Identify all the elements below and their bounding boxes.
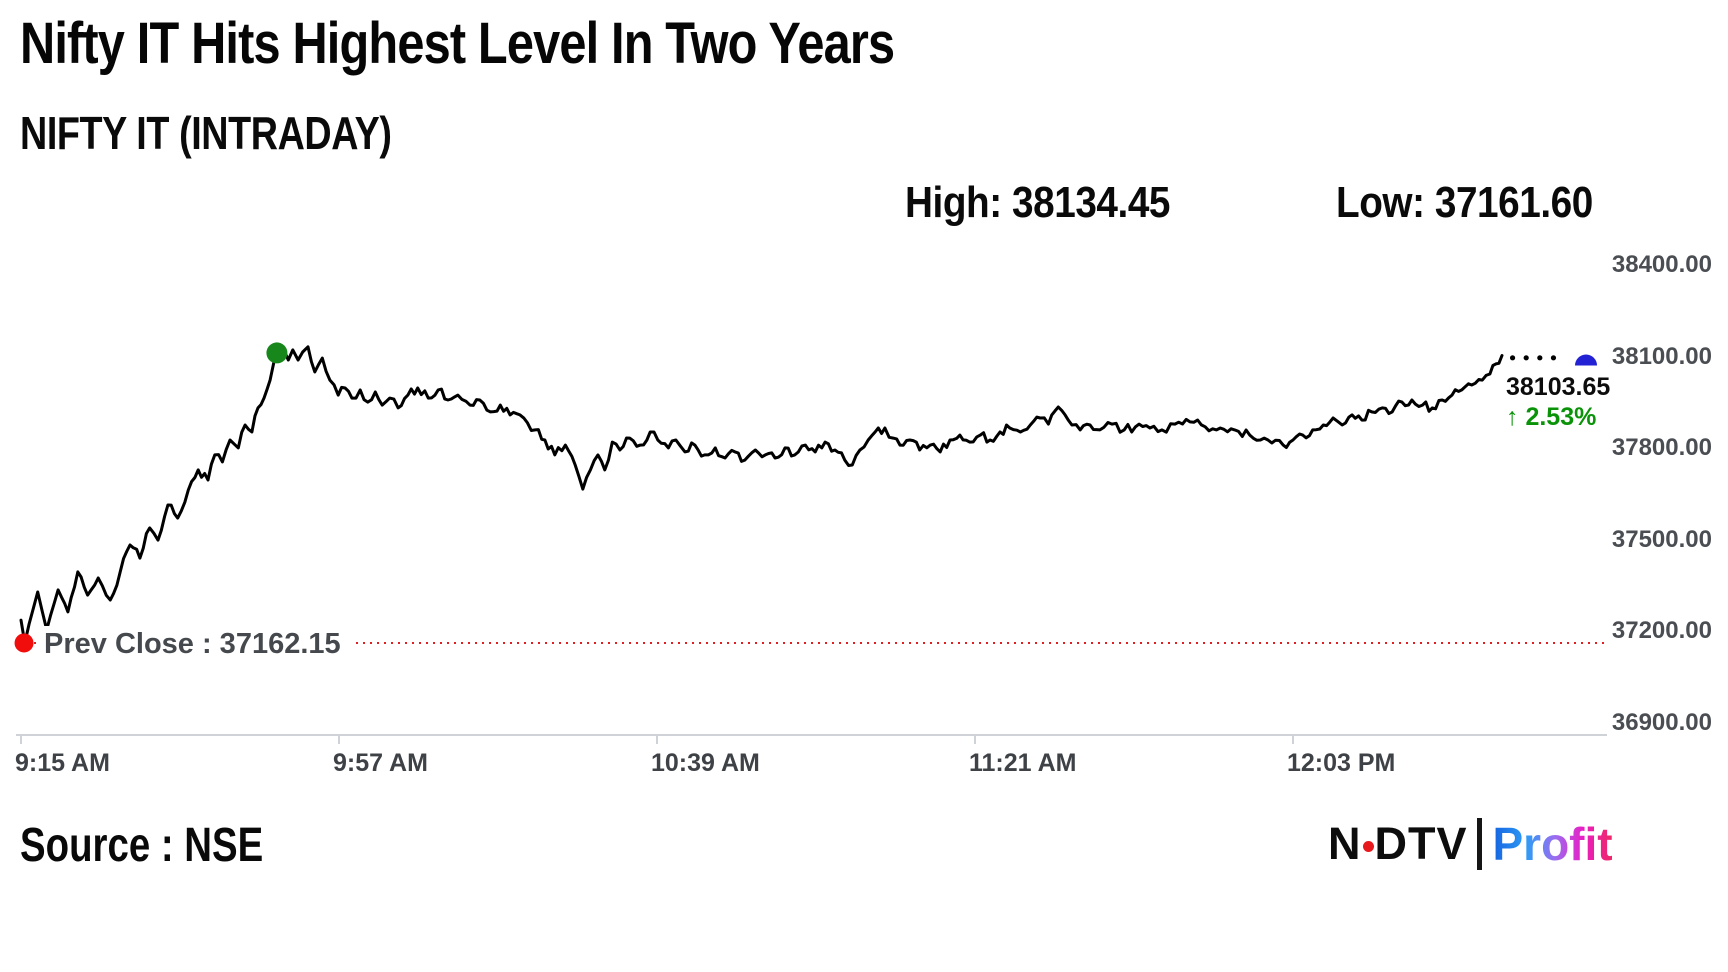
trail-dot [1523,355,1529,361]
source-attribution: Source : NSE [20,819,264,872]
x-axis-label: 12:03 PM [1287,749,1396,777]
logo-letters-dtv: DTV [1374,818,1468,869]
prev-close-label: Prev Close : 37162.15 [40,625,351,662]
logo-divider-bar [1476,818,1482,870]
ndtv-profit-logo: N DTV Profit [1328,816,1613,872]
trail-dot [1509,355,1516,361]
low-value-text: Low: 37161.60 [1336,178,1593,227]
high-green-dot [266,342,288,364]
ndtv-red-dot-icon [1362,840,1374,852]
chart-subtitle: NIFTY IT (INTRADAY) [20,107,392,159]
y-axis-label: 37200.00 [1611,617,1712,645]
last-price-blue-dot [1575,354,1598,366]
trail-dot [1550,355,1557,361]
last-price-label: 38103.65 [1506,373,1611,402]
profit-wordmark: Profit [1492,818,1613,870]
price-line [19,345,1504,645]
logo-letter-n: N [1328,818,1362,869]
x-axis-label: 9:15 AM [15,749,110,777]
percent-change-label: ↑ 2.53% [1506,403,1597,432]
page-title: Nifty IT Hits Highest Level In Two Years [20,11,895,76]
y-axis-label: 37800.00 [1611,434,1712,462]
x-axis-label: 11:21 AM [969,749,1077,777]
trail-dot [1537,355,1543,361]
ndtv-wordmark: N DTV [1328,818,1468,870]
y-axis-label: 36900.00 [1611,709,1712,736]
y-axis-label: 37500.00 [1611,525,1712,553]
y-axis-label: 38100.00 [1611,342,1712,370]
open-red-dot [14,633,34,653]
x-axis-label: 10:39 AM [651,749,760,777]
x-axis-label: 9:57 AM [333,749,428,777]
high-value-text: High: 38134.45 [905,178,1171,227]
y-axis-label: 38400.00 [1611,251,1712,278]
